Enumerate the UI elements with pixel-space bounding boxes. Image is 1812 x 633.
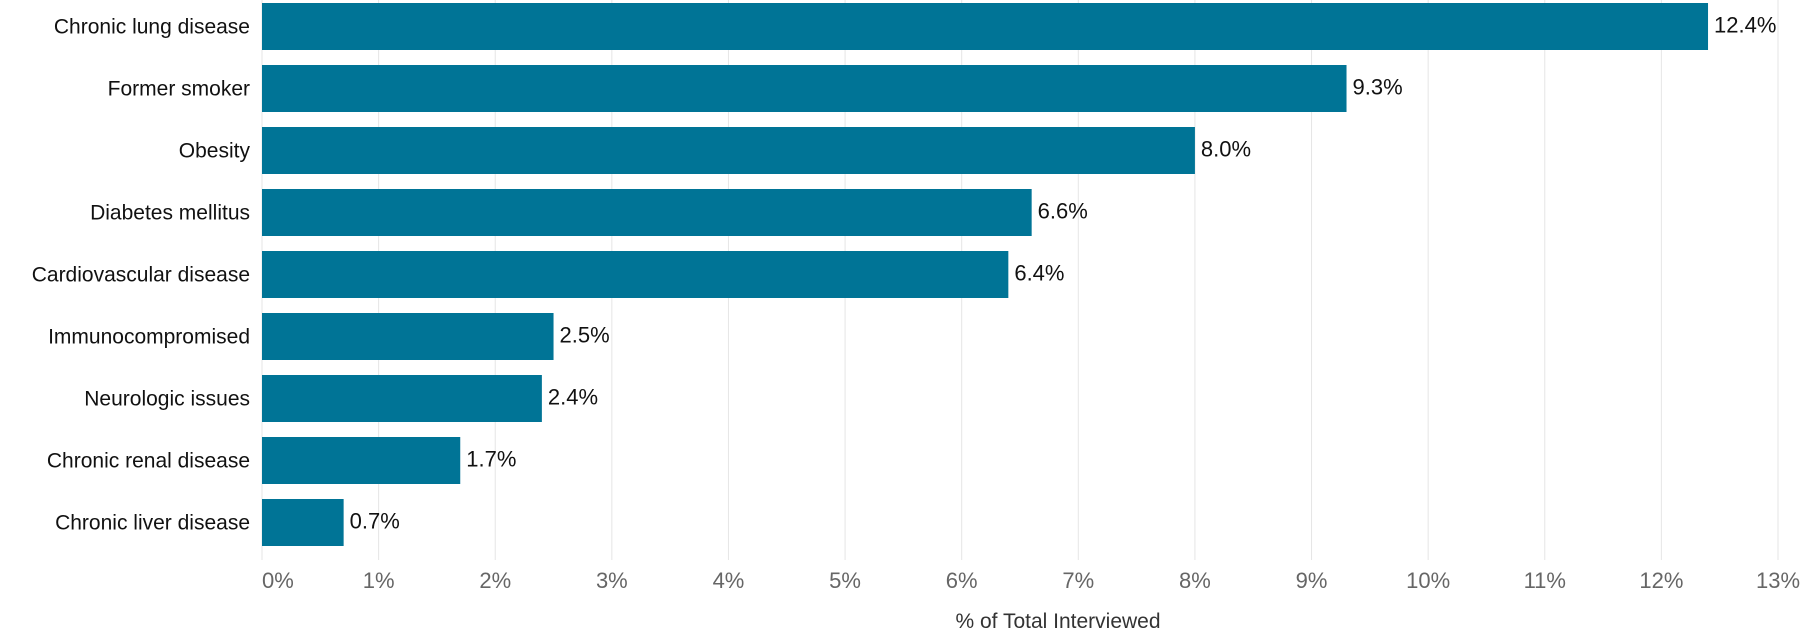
bar — [262, 437, 460, 484]
bar — [262, 189, 1032, 236]
category-label: Chronic liver disease — [55, 512, 250, 535]
bar — [262, 127, 1195, 174]
category-label: Diabetes mellitus — [90, 202, 250, 225]
bar — [262, 3, 1708, 50]
data-label: 8.0% — [1201, 137, 1251, 162]
data-label: 9.3% — [1353, 75, 1403, 100]
category-label: Chronic lung disease — [54, 16, 250, 39]
x-tick-label: 0% — [262, 568, 294, 593]
bar — [262, 313, 554, 360]
bar — [262, 375, 542, 422]
x-tick-label: 12% — [1639, 568, 1683, 593]
data-label: 0.7% — [350, 509, 400, 534]
x-tick-label: 7% — [1062, 568, 1094, 593]
x-tick-label: 11% — [1524, 568, 1566, 593]
x-axis-ticks: 0% 1% 2% 3% 4% 5% 6% 7% 8% 9% 10% 11% 12% 13% — [262, 568, 1800, 593]
x-tick-label: 5% — [829, 568, 861, 593]
x-tick-label: 13% — [1756, 568, 1800, 593]
category-label: Immunocompromised — [48, 326, 250, 349]
data-label: 1.7% — [466, 447, 516, 472]
x-tick-label: 9% — [1296, 568, 1328, 593]
category-label: Neurologic issues — [84, 388, 250, 411]
category-label: Chronic renal disease — [47, 450, 250, 473]
x-tick-label: 10% — [1406, 568, 1450, 593]
x-tick-label: 6% — [946, 568, 978, 593]
data-label: 6.4% — [1014, 261, 1064, 286]
x-tick-label: 4% — [713, 568, 745, 593]
data-label: 12.4% — [1714, 13, 1776, 38]
data-label: 2.4% — [548, 385, 598, 410]
x-axis-title: % of Total Interviewed — [955, 610, 1160, 633]
category-label: Cardiovascular disease — [32, 264, 250, 287]
x-tick-label: 8% — [1179, 568, 1211, 593]
data-label: 6.6% — [1038, 199, 1088, 224]
category-label: Former smoker — [108, 78, 250, 101]
category-labels: Chronic lung disease Former smoker Obesity… — [32, 16, 251, 535]
bar — [262, 499, 344, 546]
x-tick-label: 3% — [596, 568, 628, 593]
x-tick-label: 1% — [363, 568, 395, 593]
category-label: Obesity — [179, 140, 251, 163]
bar — [262, 65, 1347, 112]
data-label: 2.5% — [560, 323, 610, 348]
x-tick-label: 2% — [479, 568, 511, 593]
bar — [262, 251, 1008, 298]
